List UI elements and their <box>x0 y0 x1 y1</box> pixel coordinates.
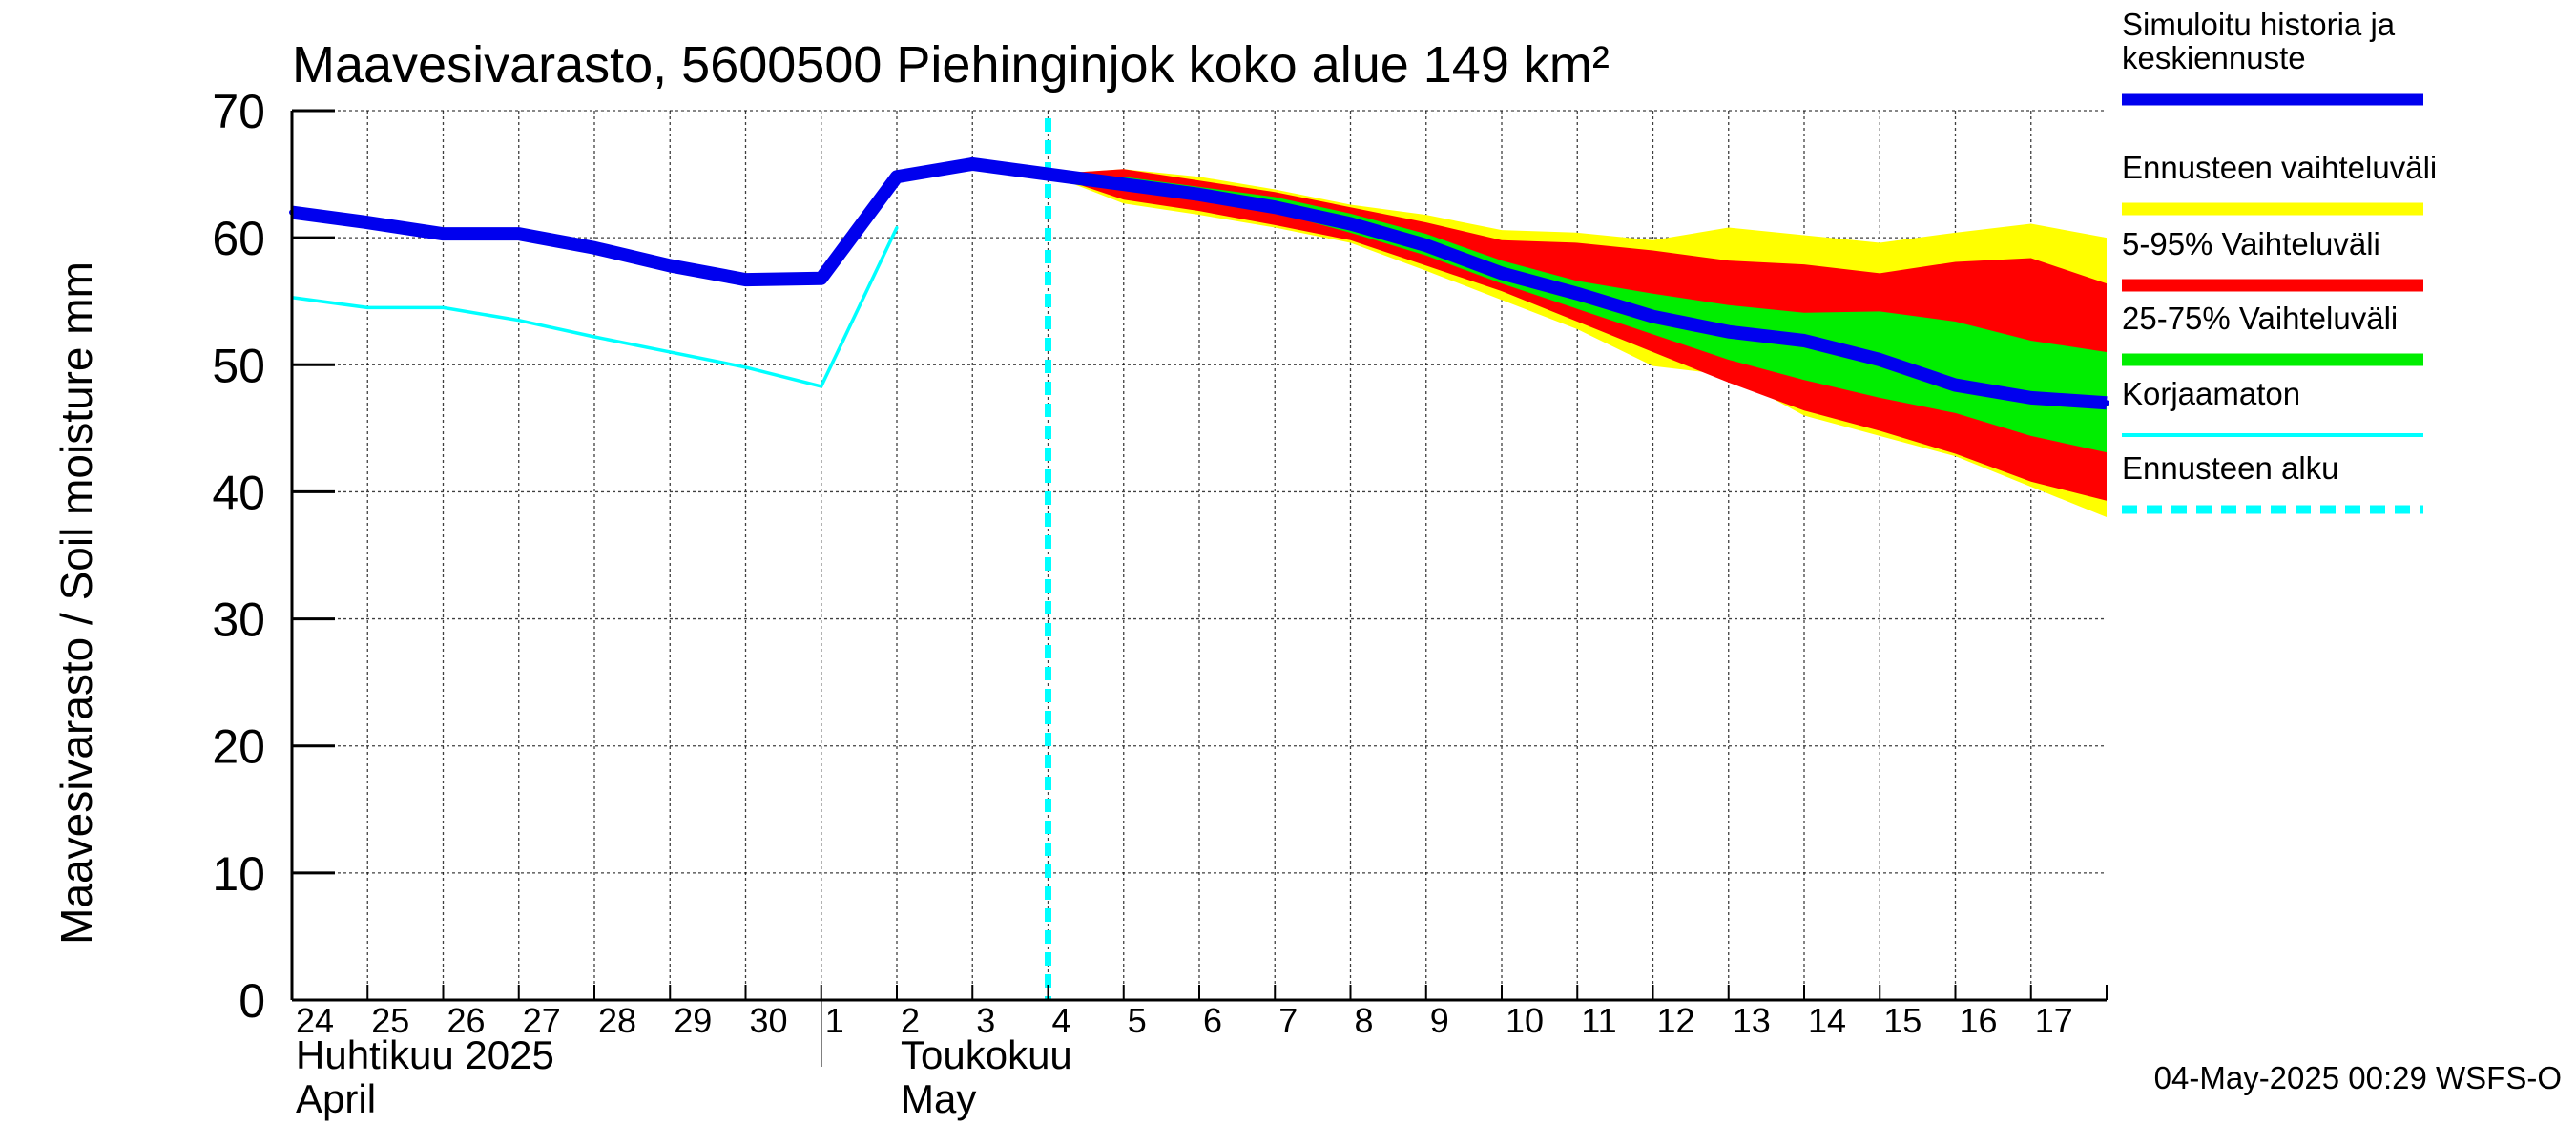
simulated-point <box>667 262 674 269</box>
simulated-point <box>1877 356 1883 363</box>
legend-label: Ennusteen vaihteluväli <box>2122 150 2437 185</box>
uncorrected-point <box>517 319 521 323</box>
simulated-point <box>592 244 597 251</box>
legend-label: Ennusteen alku <box>2122 450 2339 486</box>
y-tick-label: 10 <box>212 847 265 901</box>
x-tick-label: 24 <box>296 1001 334 1040</box>
forecast-bands <box>1048 169 2107 518</box>
simulated-point <box>364 219 371 226</box>
x-tick-label: 28 <box>598 1001 636 1040</box>
x-tick-label: 6 <box>1203 1001 1222 1040</box>
band-1 <box>1048 169 2107 501</box>
simulated-point <box>1801 337 1807 344</box>
month-label-en: May <box>901 1076 976 1121</box>
x-tick-label: 7 <box>1278 1001 1298 1040</box>
x-tick-label: 14 <box>1808 1001 1846 1040</box>
simulated-point <box>2027 394 2034 401</box>
simulated-point <box>1952 382 1959 388</box>
simulated-point <box>440 231 447 238</box>
simulated-point <box>742 277 749 283</box>
simulated-point <box>1196 191 1202 198</box>
x-tick-label: 15 <box>1883 1001 1922 1040</box>
band-0 <box>1048 169 2107 518</box>
x-tick-label: 12 <box>1657 1001 1695 1040</box>
simulated-point <box>894 174 900 180</box>
band-2 <box>1048 174 2107 453</box>
uncorrected-point <box>592 335 596 339</box>
simulated-point <box>1650 313 1656 320</box>
x-tick-label: 27 <box>523 1001 561 1040</box>
x-tick-label: 11 <box>1581 1001 1616 1040</box>
legend-label: Simuloitu historia ja keskiennuste <box>2122 7 2396 75</box>
simulated-point <box>1120 181 1127 188</box>
x-tick-label: 17 <box>2035 1001 2073 1040</box>
month-label: Huhtikuu 2025 <box>296 1032 554 1077</box>
x-tick-label: 16 <box>1960 1001 1998 1040</box>
legend-label: 25-75% Vaihteluväli <box>2122 301 2398 336</box>
x-tick-label: 2 <box>901 1001 920 1040</box>
y-tick-label: 50 <box>212 339 265 392</box>
y-tick-label: 70 <box>212 85 265 138</box>
x-tick-label: 9 <box>1430 1001 1449 1040</box>
simulated-point <box>818 275 824 281</box>
chart-title: Maavesivarasto, 5600500 Piehinginjok kok… <box>292 36 1610 94</box>
simulated-point <box>1499 270 1505 277</box>
series <box>289 118 2109 1000</box>
simulated-point <box>2104 400 2109 406</box>
uncorrected-point <box>820 385 823 388</box>
legend-label: Korjaamaton <box>2122 376 2300 411</box>
y-axis-label: Maavesivarasto / Soil moisture mm <box>52 261 101 945</box>
timestamp-footer: 04-May-2025 00:29 WSFS-O <box>2154 1060 2562 1095</box>
uncorrected-point <box>442 305 445 309</box>
x-tick-label: 3 <box>976 1001 995 1040</box>
simulated-point <box>1725 328 1732 335</box>
y-tick-label: 0 <box>239 974 265 1028</box>
x-tick-label: 10 <box>1506 1001 1544 1040</box>
legend-label: 5-95% Vaihteluväli <box>2122 226 2380 261</box>
y-tick-label: 20 <box>212 720 265 774</box>
uncorrected-point <box>365 305 369 309</box>
y-tick-label: 30 <box>212 593 265 647</box>
simulated-point <box>1045 171 1051 177</box>
simulated-point <box>969 160 976 167</box>
legend: Simuloitu historia ja keskiennuste Ennuste… <box>2122 7 2437 514</box>
x-tick-label: 30 <box>750 1001 788 1040</box>
simulated-point <box>1347 220 1354 227</box>
uncorrected-point <box>895 225 899 229</box>
x-tick-label: 13 <box>1733 1001 1771 1040</box>
x-tick-label: 26 <box>447 1001 486 1040</box>
month-label: Toukokuu <box>901 1032 1072 1077</box>
y-tick-label: 60 <box>212 212 265 265</box>
x-tick-label: 29 <box>674 1001 712 1040</box>
x-tick-label: 8 <box>1355 1001 1374 1040</box>
simulated-point <box>1272 204 1278 211</box>
y-tick-label: 40 <box>212 466 265 519</box>
x-tick-label: 4 <box>1052 1001 1071 1040</box>
x-tick-label: 1 <box>825 1001 844 1040</box>
simulated-point <box>515 231 522 238</box>
x-tick-label: 5 <box>1128 1001 1147 1040</box>
simulated-point <box>1423 242 1429 249</box>
uncorrected-point <box>744 365 747 369</box>
x-tick-label: 25 <box>371 1001 409 1040</box>
month-label-en: April <box>296 1076 376 1121</box>
simulated-point <box>1574 290 1581 297</box>
uncorrected-point <box>668 350 672 354</box>
